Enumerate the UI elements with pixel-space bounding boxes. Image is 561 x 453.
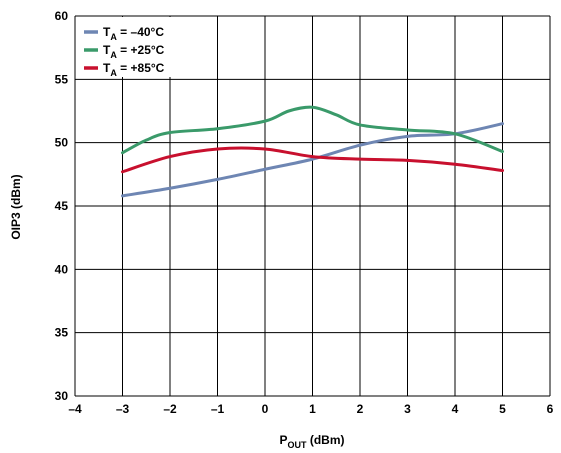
x-tick-label: –3 (116, 402, 130, 416)
series-line-1 (121, 105, 504, 155)
x-tick-label: 6 (547, 402, 554, 416)
x-tick-label: 1 (309, 402, 316, 416)
x-axis-title: POUT (dBm) (279, 433, 344, 450)
series-line-2 (121, 146, 504, 174)
series-lines (121, 105, 504, 198)
legend-label-1: TA = +25°C (103, 43, 165, 60)
x-tick-label: 4 (452, 402, 459, 416)
x-tick-label: 0 (262, 402, 269, 416)
legend-background (80, 17, 190, 77)
x-tick-label: 2 (357, 402, 364, 416)
series-line-0 (121, 122, 504, 198)
x-tick-label: 3 (404, 402, 411, 416)
legend-label-0: TA = –40°C (103, 25, 164, 42)
y-tick-label: 60 (55, 9, 69, 23)
y-tick-label: 35 (55, 326, 69, 340)
x-tick-label: –2 (163, 402, 177, 416)
x-tick-label: –1 (211, 402, 225, 416)
y-tick-label: 30 (55, 389, 69, 403)
legend-label-2: TA = +85°C (103, 61, 165, 78)
legend: TA = –40°CTA = +25°CTA = +85°C (80, 17, 190, 78)
y-tick-label: 55 (55, 72, 69, 86)
y-tick-label: 40 (55, 262, 69, 276)
y-tick-label: 45 (55, 199, 69, 213)
y-axis-title: OIP3 (dBm) (9, 174, 23, 239)
x-tick-label: –4 (68, 402, 82, 416)
y-tick-label: 50 (55, 136, 69, 150)
x-tick-label: 5 (499, 402, 506, 416)
y-tick-labels: 30 35 40 45 50 55 60 (55, 9, 69, 403)
x-tick-labels: –4 –3 –2 –1 0 1 2 3 4 5 6 (68, 402, 553, 416)
grid (74, 15, 551, 397)
